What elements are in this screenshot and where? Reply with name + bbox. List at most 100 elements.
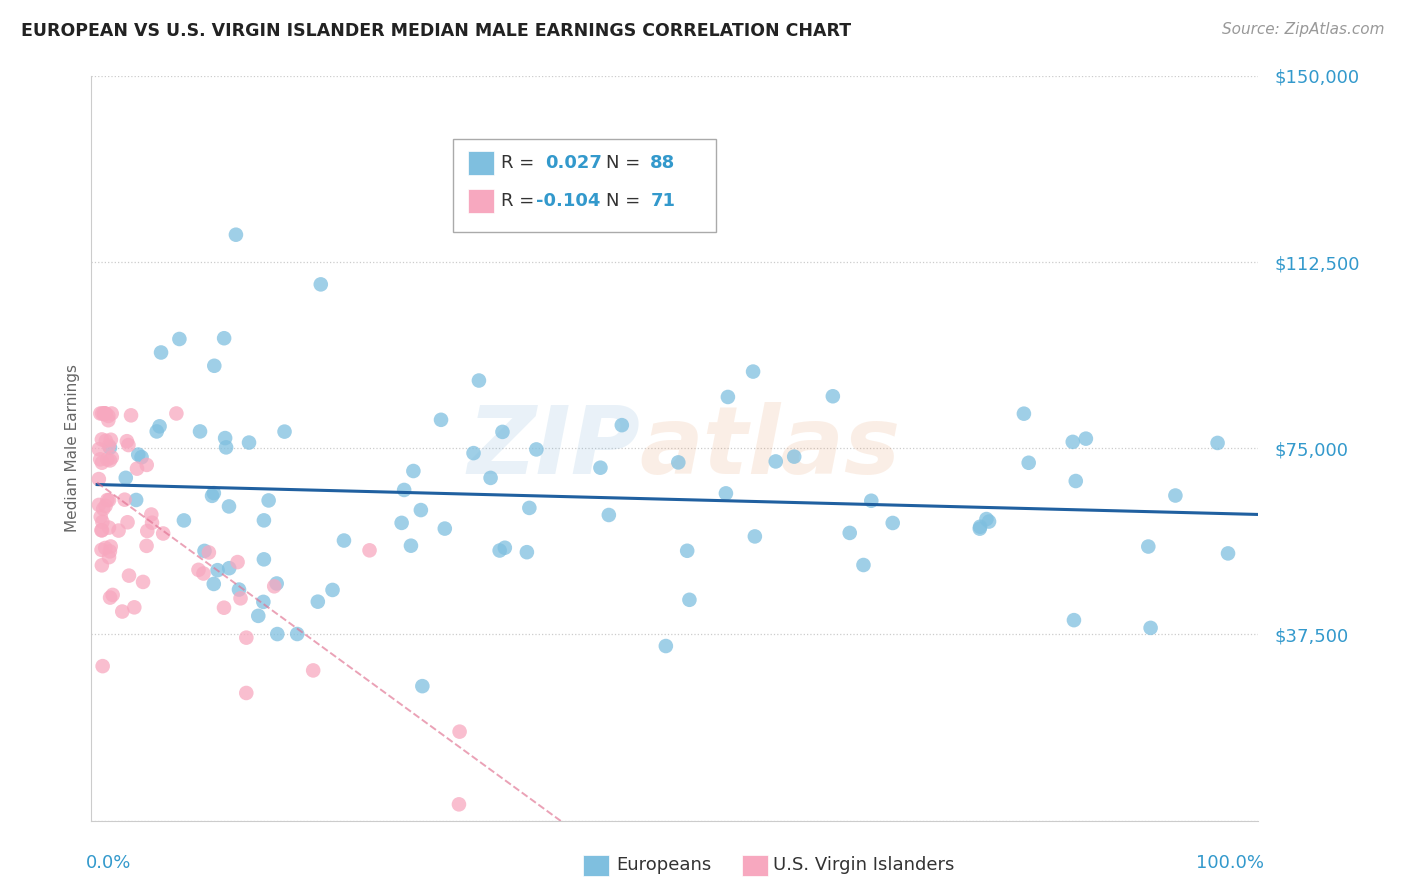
Point	[257, 493, 280, 508]
Point	[969, 522, 991, 536]
Point	[309, 277, 332, 292]
Point	[516, 545, 538, 559]
Point	[91, 502, 114, 516]
Point	[838, 525, 860, 540]
Point	[678, 592, 700, 607]
Point	[742, 365, 765, 379]
Point	[193, 544, 215, 558]
Text: -0.104: -0.104	[536, 192, 600, 210]
Point	[98, 453, 121, 467]
Point	[125, 493, 148, 508]
Point	[491, 425, 513, 439]
Point	[93, 407, 115, 421]
Point	[322, 582, 344, 597]
Point	[90, 523, 112, 537]
Point	[977, 515, 1000, 529]
Point	[91, 524, 114, 538]
Point	[214, 431, 236, 445]
Point	[1063, 613, 1085, 627]
Point	[141, 508, 163, 522]
Point	[114, 471, 136, 485]
Point	[253, 513, 276, 527]
Point	[114, 492, 136, 507]
Point	[765, 454, 787, 468]
Point	[100, 540, 122, 554]
Bar	[468, 151, 494, 176]
Point	[1074, 432, 1097, 446]
Point	[1206, 436, 1229, 450]
Point	[93, 407, 115, 421]
Point	[97, 439, 120, 453]
Text: atlas: atlas	[640, 402, 901, 494]
Point	[1062, 434, 1084, 449]
Point	[969, 519, 991, 533]
Point	[589, 460, 612, 475]
Point	[97, 409, 120, 423]
Point	[494, 541, 516, 555]
Point	[610, 418, 633, 433]
Point	[117, 515, 139, 529]
Point	[447, 797, 470, 812]
Point	[228, 582, 250, 597]
Point	[111, 605, 134, 619]
Point	[89, 407, 111, 421]
Point	[87, 442, 110, 457]
Point	[202, 359, 225, 373]
Text: EUROPEAN VS U.S. VIRGIN ISLANDER MEDIAN MALE EARNINGS CORRELATION CHART: EUROPEAN VS U.S. VIRGIN ISLANDER MEDIAN …	[21, 22, 851, 40]
Point	[235, 686, 257, 700]
Point	[238, 435, 260, 450]
Point	[1139, 621, 1161, 635]
Point	[1064, 474, 1087, 488]
Point	[101, 450, 124, 465]
Point	[94, 407, 117, 421]
Point	[94, 434, 117, 448]
Point	[98, 591, 121, 605]
Point	[107, 524, 129, 538]
Point	[94, 541, 117, 555]
Point	[744, 529, 766, 543]
Point	[96, 452, 118, 467]
Point	[97, 413, 120, 427]
Point	[229, 591, 252, 606]
Point	[132, 574, 155, 589]
Point	[145, 425, 167, 439]
Text: N =: N =	[606, 154, 645, 172]
Point	[479, 471, 502, 485]
Point	[714, 486, 737, 500]
Point	[94, 407, 117, 421]
Point	[115, 434, 138, 449]
Text: 100.0%: 100.0%	[1197, 855, 1264, 872]
Point	[852, 558, 875, 572]
Point	[1216, 546, 1239, 560]
Point	[98, 544, 121, 558]
Point	[141, 516, 163, 530]
Point	[125, 461, 148, 475]
Bar	[468, 188, 494, 213]
Point	[98, 441, 121, 455]
Point	[463, 446, 485, 460]
Point	[91, 456, 114, 470]
Point	[118, 568, 141, 582]
Point	[202, 486, 225, 500]
Point	[821, 389, 844, 403]
Point	[882, 516, 904, 530]
Point	[285, 627, 308, 641]
Point	[90, 542, 112, 557]
Point	[101, 588, 124, 602]
Text: 88: 88	[651, 154, 676, 172]
Point	[1164, 489, 1187, 503]
Point	[201, 489, 224, 503]
Point	[235, 631, 257, 645]
Point	[188, 425, 211, 439]
Point	[411, 679, 433, 693]
Point	[165, 407, 187, 421]
Point	[524, 442, 547, 457]
Point	[333, 533, 356, 548]
Point	[98, 493, 121, 508]
Text: 71: 71	[651, 192, 675, 210]
Point	[468, 374, 491, 388]
Text: ZIP: ZIP	[467, 402, 640, 494]
Point	[193, 566, 215, 581]
Point	[93, 407, 115, 421]
Point	[152, 526, 174, 541]
